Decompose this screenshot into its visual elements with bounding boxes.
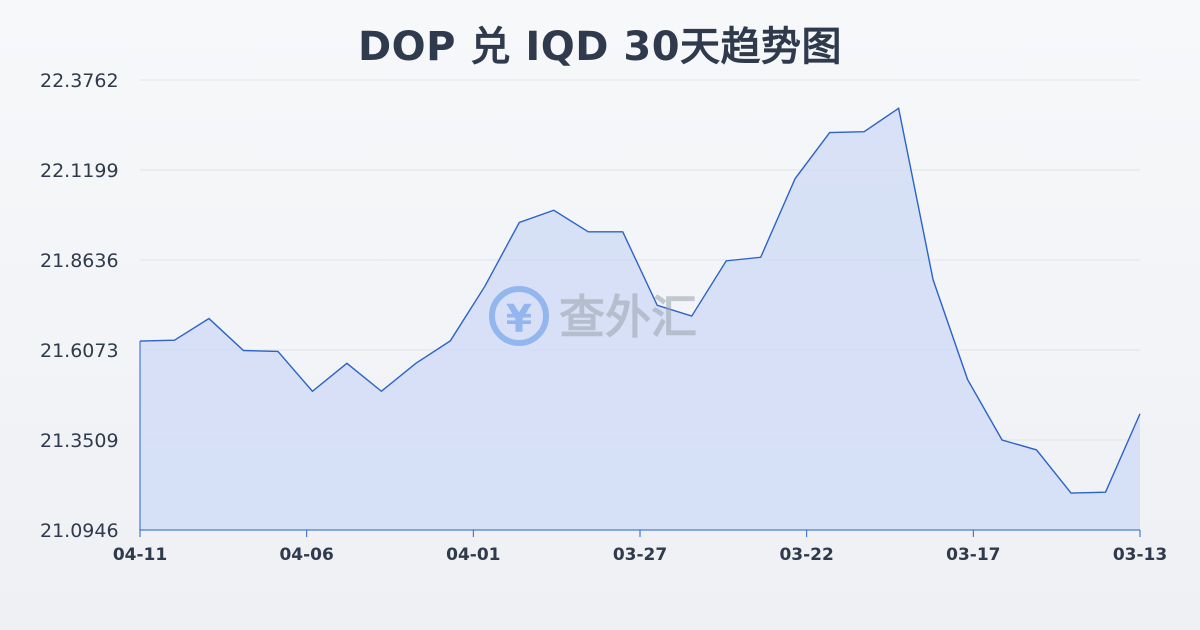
x-axis-ticks: 04-11 04-06 04-01 03-27 03-22 03-17 03-13 bbox=[113, 530, 1167, 565]
y-tick-label: 22.3762 bbox=[40, 70, 119, 92]
y-tick-label: 21.3509 bbox=[40, 430, 119, 452]
x-tick-label: 03-13 bbox=[1113, 545, 1167, 565]
y-tick-label: 21.6073 bbox=[40, 340, 119, 362]
y-tick-label: 22.1199 bbox=[40, 160, 119, 182]
x-tick-label: 03-22 bbox=[779, 545, 833, 565]
watermark-ring-icon bbox=[489, 286, 549, 346]
y-tick-label: 21.8636 bbox=[40, 250, 119, 272]
x-tick-label: 04-01 bbox=[446, 545, 500, 565]
y-tick-label: 21.0946 bbox=[40, 520, 119, 542]
chart-title: DOP 兑 IQD 30天趋势图 bbox=[357, 24, 843, 70]
watermark-yen-icon: ¥ bbox=[506, 297, 532, 341]
x-tick-label: 04-11 bbox=[113, 545, 167, 565]
area-fill bbox=[140, 108, 1140, 531]
x-tick-label: 03-17 bbox=[946, 545, 1000, 565]
y-axis-ticks: 22.3762 22.1199 21.8636 21.6073 21.3509 21.09… bbox=[40, 70, 119, 542]
series-line bbox=[139, 107, 1141, 494]
x-tick-label: 03-27 bbox=[613, 545, 667, 565]
watermark-text: 查外汇 bbox=[559, 290, 697, 344]
watermark-logo: ¥ 查外汇 bbox=[489, 286, 697, 346]
x-tick-label: 04-06 bbox=[279, 545, 333, 565]
